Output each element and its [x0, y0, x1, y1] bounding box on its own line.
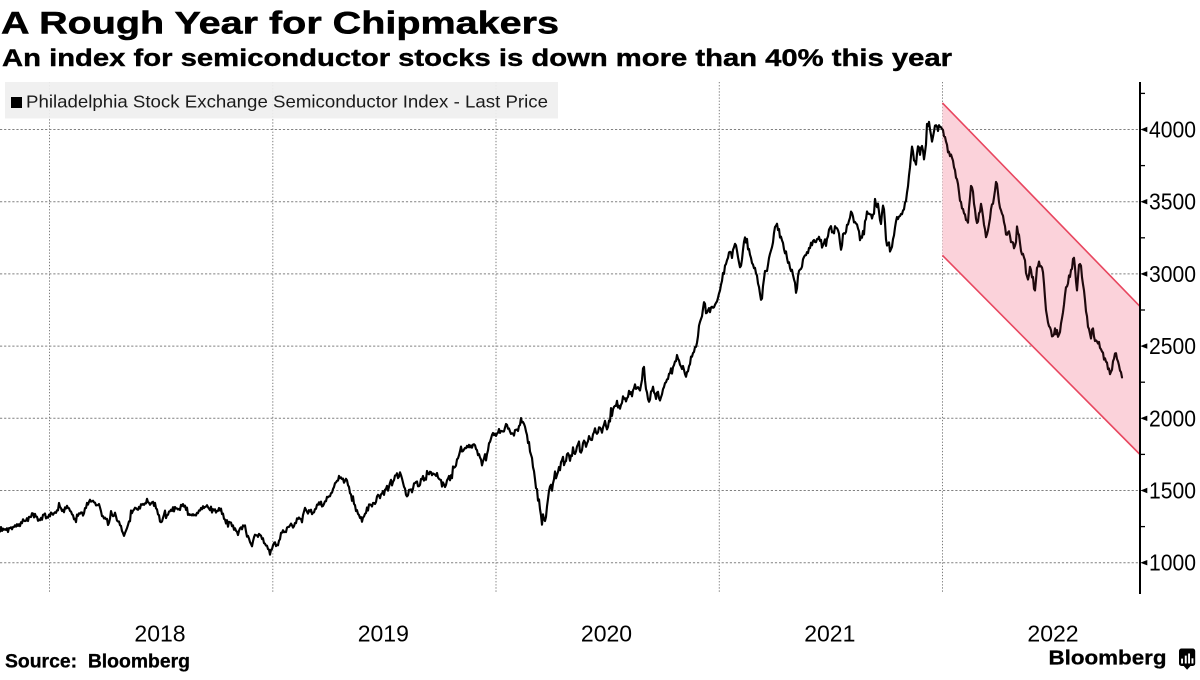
svg-text:2018: 2018	[134, 621, 185, 647]
svg-text:Bloomberg: Bloomberg	[1049, 647, 1167, 670]
svg-text:2000: 2000	[1149, 405, 1196, 431]
svg-text:2022: 2022	[1027, 621, 1078, 647]
svg-text:Source: Bloomberg: Source: Bloomberg	[5, 651, 190, 673]
svg-text:Philadelphia Stock Exchange Se: Philadelphia Stock Exchange Semiconducto…	[26, 92, 548, 112]
svg-text:2500: 2500	[1149, 333, 1196, 359]
svg-text:1000: 1000	[1149, 550, 1196, 576]
svg-text:4000: 4000	[1149, 117, 1196, 143]
svg-text:An index for semiconductor sto: An index for semiconductor stocks is dow…	[2, 45, 953, 72]
svg-text:1500: 1500	[1149, 478, 1196, 504]
svg-text:3000: 3000	[1149, 261, 1196, 287]
svg-text:2020: 2020	[581, 621, 632, 647]
svg-text:3500: 3500	[1149, 189, 1196, 215]
svg-text:A Rough Year for Chipmakers: A Rough Year for Chipmakers	[1, 5, 559, 41]
svg-text:2021: 2021	[804, 621, 855, 647]
svg-text:2019: 2019	[358, 621, 409, 647]
